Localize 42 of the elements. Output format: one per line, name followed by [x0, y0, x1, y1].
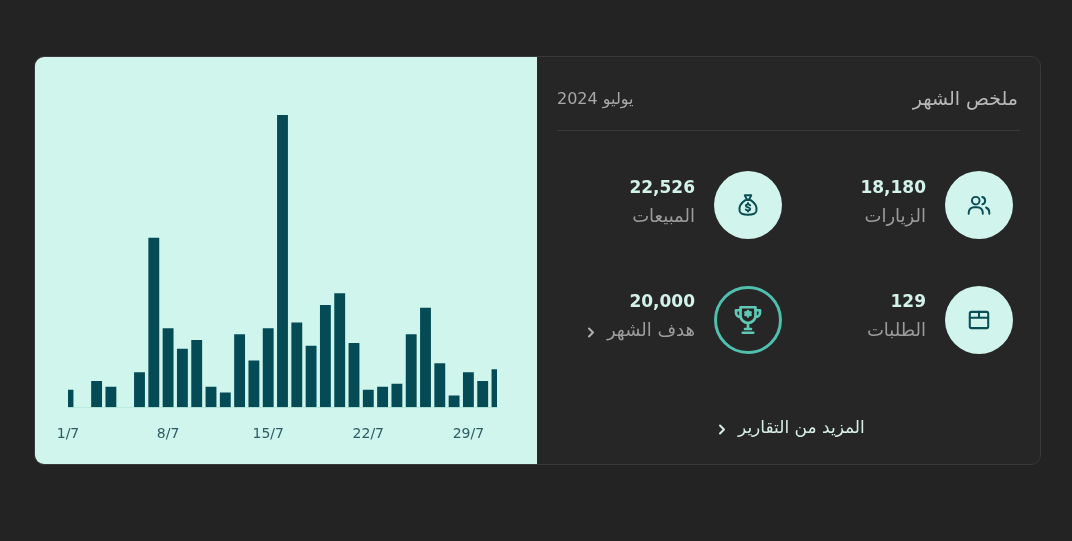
- text: يوليو 2024: [557, 89, 634, 109]
- bar: [362, 389, 374, 408]
- bar: [91, 380, 103, 408]
- category-label: المبيعات: [632, 205, 695, 227]
- bar: [219, 392, 231, 408]
- category-label: الزيارات: [864, 205, 926, 227]
- category-label: الطلبات: [866, 319, 926, 341]
- bar: [262, 328, 274, 408]
- bar: [405, 334, 417, 408]
- bar: [205, 386, 217, 408]
- bar: [448, 395, 460, 408]
- bar: [305, 345, 317, 408]
- bar: [348, 342, 360, 408]
- bar: [462, 372, 474, 408]
- bar: [134, 372, 145, 408]
- bar: [391, 383, 403, 408]
- bar: [148, 237, 160, 408]
- bar: [277, 115, 288, 408]
- bar: [105, 386, 117, 408]
- x-tick-label: 22/7: [352, 425, 385, 442]
- x-tick-label: 15/7: [252, 425, 284, 442]
- bar: [162, 328, 174, 408]
- bar: [334, 293, 346, 408]
- bar: [191, 339, 203, 408]
- bar: [434, 363, 446, 408]
- data-label: 20,000: [629, 291, 695, 312]
- data-label: 129: [890, 291, 926, 312]
- bar: [319, 304, 331, 408]
- bar: [234, 334, 246, 408]
- category-label: هدف الشهر: [606, 319, 695, 341]
- data-label: 22,526: [629, 177, 695, 198]
- bar: [377, 386, 389, 408]
- bar: [176, 348, 188, 408]
- text: المزيد من التقارير: [738, 417, 865, 438]
- x-tick-label: 8/7: [156, 425, 180, 442]
- data-label: 18,180: [860, 177, 926, 198]
- bar: [248, 360, 260, 408]
- bar: [420, 307, 431, 408]
- x-tick-label: 29/7: [452, 425, 485, 442]
- bar: [291, 322, 303, 408]
- text: ملخص الشهر: [912, 87, 1018, 110]
- x-tick-label: 1/7: [56, 425, 80, 442]
